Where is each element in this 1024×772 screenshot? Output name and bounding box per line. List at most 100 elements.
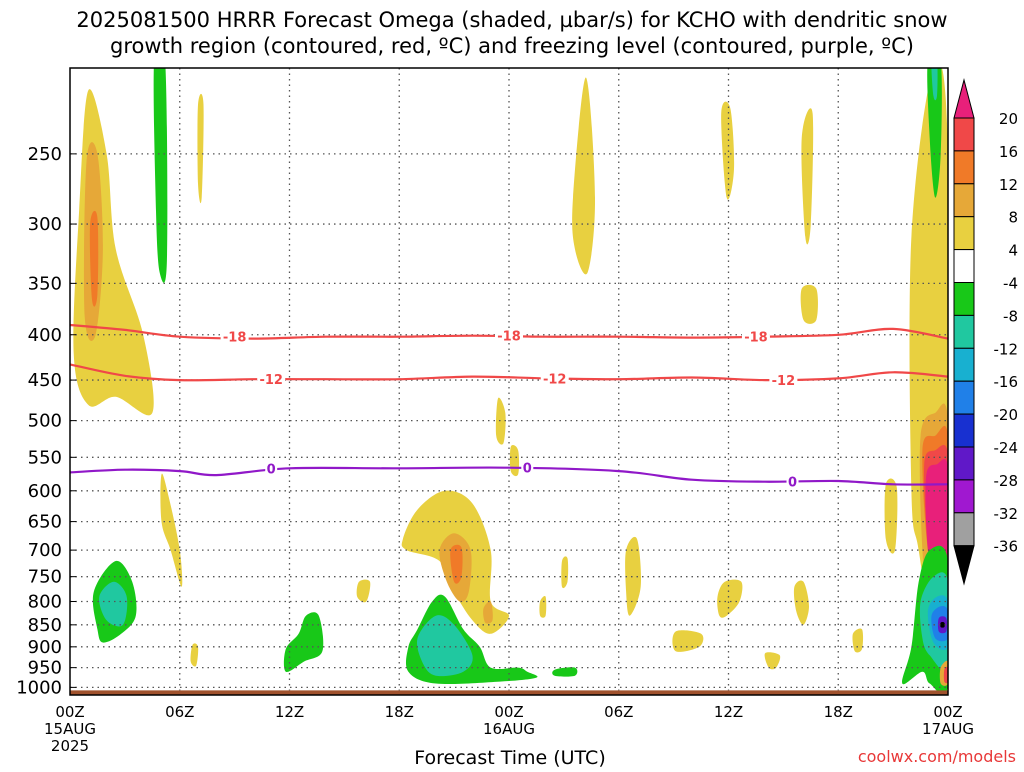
colorbar-swatch-7 bbox=[953, 314, 975, 349]
colorbar-swatch-8 bbox=[953, 347, 975, 382]
pressure-axis: 2503003504004505005506006507007508008509… bbox=[16, 144, 76, 698]
contour-label-bg bbox=[220, 329, 249, 344]
colorbar-label-13: -36 bbox=[994, 538, 1019, 556]
omega-region-4-17 bbox=[356, 579, 371, 603]
omega-region-16-47 bbox=[943, 666, 948, 684]
temperature-contours: -18 -18 -18 -12 -12 -12 0 0 0 bbox=[69, 323, 949, 491]
colorbar-label-5: -4 bbox=[1003, 275, 1018, 293]
contour-label-8: 0 bbox=[788, 476, 797, 491]
x-tick-label-0-0: 00Z bbox=[55, 703, 84, 721]
x-tick-label-48-0: 00Z bbox=[933, 703, 962, 721]
omega-region-4-4 bbox=[197, 93, 204, 204]
y-tick-label-450: 450 bbox=[28, 370, 62, 391]
colorbar-swatch-3 bbox=[953, 183, 975, 218]
contour-line--12 bbox=[69, 363, 949, 382]
ground-surface bbox=[70, 690, 948, 695]
contour-label-bg bbox=[741, 329, 770, 344]
x-tick-label-48-1: 17AUG bbox=[922, 720, 974, 738]
colorbar-label-2: 12 bbox=[999, 176, 1018, 194]
contour-label-1: -18 bbox=[497, 330, 521, 345]
colorbar-top-arrow bbox=[953, 78, 975, 119]
colorbar-swatch-13 bbox=[953, 512, 975, 547]
colorbar-label-6: -8 bbox=[1003, 307, 1018, 325]
x-tick-label-42-0: 18Z bbox=[824, 703, 853, 721]
x-tick-label-24-1: 16AUG bbox=[483, 720, 535, 738]
omega-region--8-8 bbox=[99, 581, 128, 627]
omega-shading bbox=[73, 68, 948, 695]
y-tick-label-400: 400 bbox=[28, 325, 62, 346]
colorbar-swatch-5 bbox=[953, 249, 975, 284]
contour-label-3: -12 bbox=[259, 373, 283, 388]
colorbar-swatch-9 bbox=[953, 380, 975, 415]
omega-region-4-25 bbox=[717, 579, 743, 618]
x-tick-label-30-0: 06Z bbox=[604, 703, 633, 721]
contour-label-bg bbox=[257, 372, 286, 387]
colorbar-swatch-1 bbox=[953, 117, 975, 152]
contour-label-4: -12 bbox=[543, 372, 567, 387]
y-tick-label-950: 950 bbox=[28, 658, 62, 679]
contour-label-bg bbox=[521, 460, 534, 475]
contour-label-bg bbox=[495, 328, 523, 343]
contour-label-6: 0 bbox=[267, 462, 276, 477]
colorbar-label-3: 8 bbox=[1008, 209, 1018, 227]
contour-label-bg bbox=[265, 461, 278, 476]
omega-region--4-3 bbox=[153, 68, 168, 283]
y-tick-label-600: 600 bbox=[28, 481, 62, 502]
x-tick-label-36-0: 12Z bbox=[714, 703, 743, 721]
y-tick-label-700: 700 bbox=[28, 540, 62, 561]
colorbar-swatch-4 bbox=[953, 216, 975, 251]
omega-region--4-44 bbox=[927, 68, 942, 198]
omega-region-4-30 bbox=[801, 108, 814, 245]
colorbar-label-9: -20 bbox=[994, 406, 1019, 424]
colorbar-swatch-11 bbox=[953, 446, 975, 481]
y-tick-label-500: 500 bbox=[28, 411, 62, 432]
chart-title-line-2: growth region (contoured, red, ºC) and f… bbox=[110, 34, 914, 58]
colorbar-swatch-10 bbox=[953, 413, 975, 448]
colorbar-label-10: -24 bbox=[994, 439, 1019, 457]
contour-label-2: -18 bbox=[744, 331, 768, 346]
y-tick-label-800: 800 bbox=[28, 592, 62, 613]
x-tick-label-0-2: 2025 bbox=[51, 737, 89, 755]
omega-region-4-19 bbox=[509, 445, 520, 477]
chart-title-line-1: 2025081500 HRRR Forecast Omega (shaded, … bbox=[76, 8, 947, 32]
omega-region-4-29 bbox=[721, 101, 735, 200]
y-tick-label-250: 250 bbox=[28, 144, 62, 165]
contour-label-7: 0 bbox=[523, 462, 532, 477]
colorbar-bottom-arrow bbox=[953, 545, 975, 586]
y-tick-label-1000: 1000 bbox=[16, 677, 62, 698]
omega-region--8-11 bbox=[416, 615, 473, 677]
omega-region--36-43 bbox=[940, 622, 945, 628]
plot-frame bbox=[69, 67, 949, 696]
x-tick-label-18-0: 18Z bbox=[385, 703, 414, 721]
colorbar-swatch-12 bbox=[953, 479, 975, 514]
omega-region-4-24 bbox=[672, 630, 704, 652]
colorbar-label-12: -32 bbox=[994, 505, 1019, 523]
x-tick-label-0-1: 15AUG bbox=[44, 720, 96, 738]
contour-label-0: -18 bbox=[223, 331, 247, 346]
gridlines bbox=[70, 68, 948, 691]
y-tick-label-350: 350 bbox=[28, 273, 62, 294]
omega-region-4-22 bbox=[572, 77, 596, 275]
colorbar-swatch-6 bbox=[953, 282, 975, 316]
colorbar-label-7: -12 bbox=[994, 340, 1019, 358]
omega-region--4-12 bbox=[552, 667, 578, 677]
y-tick-label-300: 300 bbox=[28, 214, 62, 235]
y-tick-label-900: 900 bbox=[28, 637, 62, 658]
plot-border bbox=[69, 67, 949, 696]
colorbar-label-1: 16 bbox=[999, 143, 1018, 161]
omega-region--8-45 bbox=[931, 68, 938, 101]
omega-region-12-15 bbox=[450, 544, 463, 584]
omega-region-4-26 bbox=[764, 652, 781, 670]
omega-region-4-32 bbox=[884, 478, 898, 554]
omega-region--4-9 bbox=[283, 612, 324, 673]
contour-label-5: -12 bbox=[772, 374, 796, 389]
y-tick-label-650: 650 bbox=[28, 512, 62, 533]
colorbar-label-4: 4 bbox=[1008, 242, 1018, 260]
omega-colorbar: 20 16 12 8 4 -4 -8 -12 -16 -20 -24 -28 -32 -36 bbox=[953, 78, 1019, 586]
omega-region-4-28 bbox=[852, 628, 864, 653]
colorbar-swatch-2 bbox=[953, 150, 975, 185]
omega-region-4-20 bbox=[561, 556, 569, 589]
contour-label-bg bbox=[786, 474, 799, 489]
